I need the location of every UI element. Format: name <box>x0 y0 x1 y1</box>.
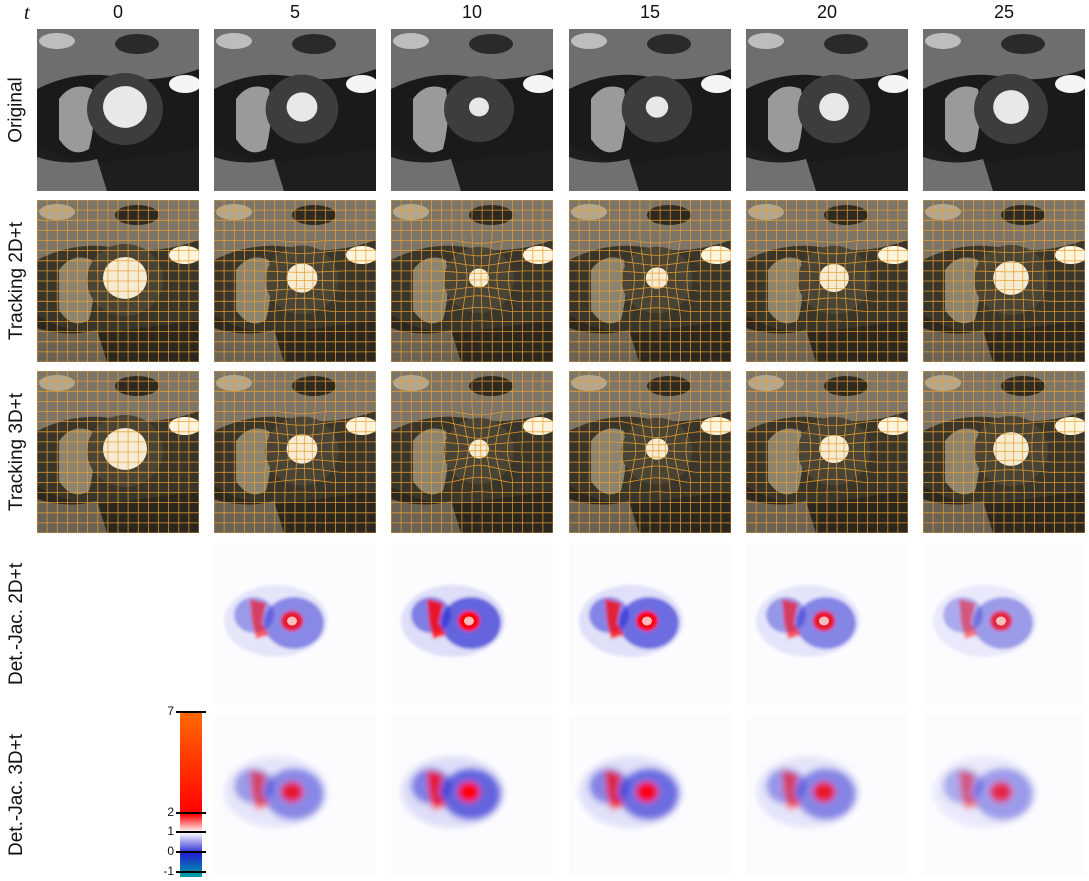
panel-mri-2d-t25 <box>923 200 1085 362</box>
panel-jac-2d-t5 <box>214 543 376 705</box>
panel-mri-3d-t25 <box>923 371 1085 533</box>
column-header-t0: 0 <box>112 2 123 22</box>
colorbar-tick-mark <box>176 851 206 853</box>
panel-mri-3d-t10 <box>391 371 553 533</box>
mri-frame <box>923 29 1085 191</box>
jacobian-map <box>569 714 731 876</box>
column-header-t15: 15 <box>639 2 661 22</box>
panel-mri-3d-t20 <box>746 371 908 533</box>
jacobian-map <box>214 714 376 876</box>
panel-mri-none-t5 <box>214 29 376 191</box>
panel-jac-2d-t15 <box>569 543 731 705</box>
column-header-t10: 10 <box>461 2 483 22</box>
jacobian-map <box>214 543 376 705</box>
colorbar-tick-label: 7 <box>167 704 174 718</box>
panel-mri-none-t15 <box>569 29 731 191</box>
time-axis-symbol: t <box>24 2 30 24</box>
mri-frame <box>746 29 908 191</box>
mri-frame <box>214 29 376 191</box>
panel-mri-3d-t5 <box>214 371 376 533</box>
panel-jac-3d-t25 <box>923 714 1085 876</box>
column-header-t25: 25 <box>993 2 1015 22</box>
jacobian-map <box>391 543 553 705</box>
jacobian-map <box>746 543 908 705</box>
colorbar-tick-label: -1 <box>163 864 174 878</box>
mri-frame <box>569 371 731 533</box>
row-label: Tracking 2D+t <box>6 221 27 341</box>
panel-jac-3d-t5 <box>214 714 376 876</box>
mri-frame <box>37 371 199 533</box>
panel-mri-none-t0 <box>37 29 199 191</box>
colorbar-tick-label: 1 <box>167 824 174 838</box>
colorbar-gradient <box>180 712 202 877</box>
panel-mri-2d-t10 <box>391 200 553 362</box>
panel-mri-none-t10 <box>391 29 553 191</box>
panel-mri-2d-t0 <box>37 200 199 362</box>
colorbar-tick-mark <box>176 812 206 814</box>
panel-jac-2d-t25 <box>923 543 1085 705</box>
panel-jac-2d-t20 <box>746 543 908 705</box>
jacobian-map <box>569 543 731 705</box>
panel-mri-none-t20 <box>746 29 908 191</box>
colorbar-tick-mark <box>176 711 206 713</box>
panel-mri-2d-t20 <box>746 200 908 362</box>
row-label: Tracking 3D+t <box>6 392 27 512</box>
mri-frame <box>391 371 553 533</box>
mri-frame <box>37 200 199 362</box>
panel-mri-3d-t0 <box>37 371 199 533</box>
panel-jac-3d-t20 <box>746 714 908 876</box>
mri-frame <box>391 200 553 362</box>
panel-mri-2d-t15 <box>569 200 731 362</box>
colorbar-tick-mark <box>176 831 206 833</box>
column-header-t5: 5 <box>289 2 300 22</box>
mri-frame <box>391 29 553 191</box>
colorbar-tick-mark <box>176 871 206 873</box>
mri-frame <box>569 29 731 191</box>
row-label: Det.-Jac. 2D+t <box>6 563 27 685</box>
panel-jac-2d-t10 <box>391 543 553 705</box>
panel-jac-3d-t15 <box>569 714 731 876</box>
mri-frame <box>214 200 376 362</box>
panel-jac-3d-t10 <box>391 714 553 876</box>
mri-frame <box>923 200 1085 362</box>
row-label: Original <box>6 77 28 143</box>
mri-frame <box>214 371 376 533</box>
row-label: Det.-Jac. 3D+t <box>6 734 27 856</box>
jacobian-map <box>923 543 1085 705</box>
jacobian-map <box>923 714 1085 876</box>
panel-mri-3d-t15 <box>569 371 731 533</box>
column-header-t20: 20 <box>816 2 838 22</box>
colorbar-tick-label: 2 <box>167 805 174 819</box>
panel-mri-2d-t5 <box>214 200 376 362</box>
jacobian-map <box>391 714 553 876</box>
mri-frame <box>569 200 731 362</box>
colorbar-tick-label: 0 <box>167 844 174 858</box>
panel-mri-none-t25 <box>923 29 1085 191</box>
mri-frame <box>37 29 199 191</box>
mri-frame <box>746 200 908 362</box>
mri-frame <box>923 371 1085 533</box>
mri-frame <box>746 371 908 533</box>
jacobian-map <box>746 714 908 876</box>
